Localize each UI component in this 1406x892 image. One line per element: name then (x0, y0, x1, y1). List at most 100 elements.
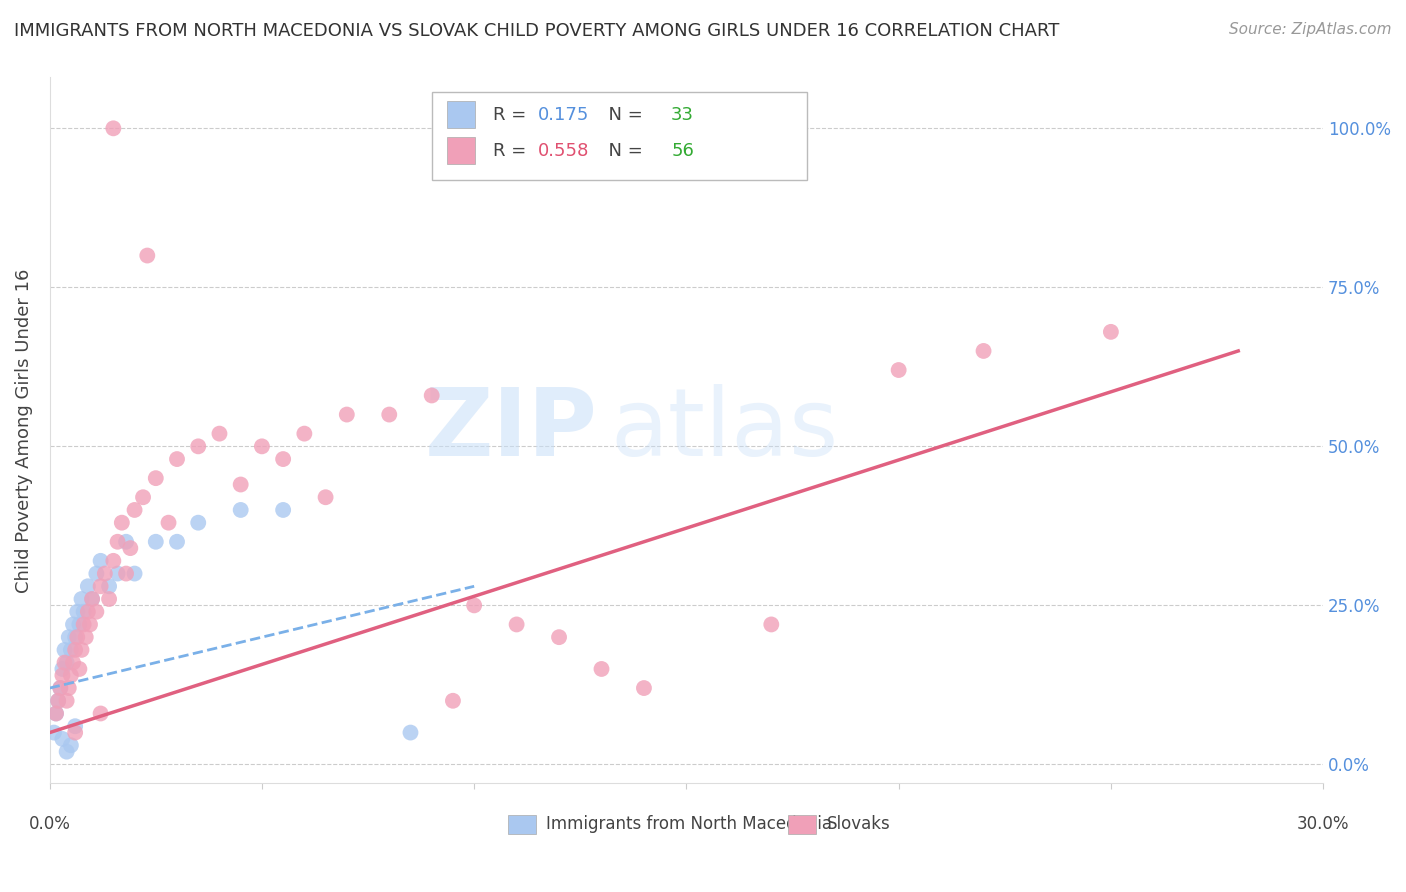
Point (166, 534, 188, 549)
Point (271, 503, 294, 517)
Point (187, 516, 209, 530)
Text: 0.0%: 0.0% (28, 815, 70, 833)
Point (53, 656, 76, 670)
Point (633, 681, 655, 695)
Point (49, 681, 72, 695)
Point (63, 719, 86, 733)
Point (136, 248, 159, 262)
Point (250, 439, 273, 453)
Point (45, 706, 67, 721)
Point (46, 694, 69, 708)
Point (107, 566, 129, 581)
Point (42, 725, 65, 739)
Text: 0.175: 0.175 (537, 106, 589, 124)
Point (79, 617, 101, 632)
Point (59, 739, 82, 753)
Point (292, 426, 315, 441)
Point (90, 579, 112, 593)
Point (124, 566, 146, 581)
Point (115, 534, 138, 549)
Text: Source: ZipAtlas.com: Source: ZipAtlas.com (1229, 22, 1392, 37)
Point (66, 630, 89, 644)
Point (548, 630, 571, 644)
Point (53, 643, 76, 657)
Point (70, 592, 93, 607)
Text: R =: R = (494, 142, 531, 160)
Point (51, 668, 73, 682)
Point (90, 554, 112, 568)
Point (67, 617, 90, 632)
Point (145, 534, 167, 549)
Point (75, 630, 97, 644)
Point (187, 439, 209, 453)
Point (103, 554, 125, 568)
Point (62, 617, 84, 632)
Point (72, 605, 94, 619)
Point (132, 490, 155, 504)
Point (90, 706, 112, 721)
Point (336, 408, 359, 422)
Point (58, 630, 80, 644)
Text: N =: N = (598, 106, 648, 124)
Point (63, 725, 86, 739)
Point (55, 745, 77, 759)
Point (315, 490, 337, 504)
Point (49, 681, 72, 695)
Point (229, 503, 252, 517)
Point (86, 605, 108, 619)
Point (46, 694, 69, 708)
Point (55, 656, 77, 670)
Point (76, 605, 98, 619)
Point (86, 566, 108, 581)
Point (67, 662, 90, 676)
Point (45, 706, 67, 721)
Point (441, 694, 464, 708)
Point (271, 452, 294, 467)
Point (55, 694, 77, 708)
Y-axis label: Child Poverty Among Girls Under 16: Child Poverty Among Girls Under 16 (15, 268, 32, 592)
Text: N =: N = (598, 142, 648, 160)
Point (59, 643, 82, 657)
Point (157, 516, 180, 530)
Point (1099, 325, 1122, 339)
Text: R =: R = (494, 106, 531, 124)
Point (82, 592, 104, 607)
Point (76, 579, 98, 593)
Point (51, 662, 73, 676)
Text: Immigrants from North Macedonia: Immigrants from North Macedonia (547, 815, 832, 833)
Point (229, 477, 252, 491)
Point (399, 725, 422, 739)
Point (166, 452, 188, 467)
Text: 56: 56 (671, 142, 695, 160)
Point (51, 731, 73, 746)
Point (420, 388, 443, 402)
Point (103, 121, 125, 136)
Point (463, 599, 485, 613)
Bar (447, 137, 475, 164)
Point (66, 605, 89, 619)
Point (58, 681, 80, 695)
Text: 30.0%: 30.0% (1296, 815, 1350, 833)
Point (59, 668, 82, 682)
Text: ZIP: ZIP (425, 384, 598, 476)
Point (107, 534, 129, 549)
Text: IMMIGRANTS FROM NORTH MACEDONIA VS SLOVAK CHILD POVERTY AMONG GIRLS UNDER 16 COR: IMMIGRANTS FROM NORTH MACEDONIA VS SLOVA… (14, 22, 1060, 40)
Point (761, 617, 783, 632)
Point (887, 363, 910, 377)
Point (115, 566, 138, 581)
Bar (789, 814, 817, 834)
Point (973, 343, 995, 358)
Text: Slovaks: Slovaks (827, 815, 890, 833)
Point (94, 566, 117, 581)
Point (505, 617, 527, 632)
Point (98, 579, 121, 593)
Point (111, 516, 134, 530)
Point (378, 408, 401, 422)
Bar (432, 92, 807, 180)
Point (70, 643, 93, 657)
Text: 33: 33 (671, 106, 695, 124)
Point (63, 630, 86, 644)
Point (63, 643, 86, 657)
Point (591, 662, 613, 676)
Point (62, 656, 84, 670)
